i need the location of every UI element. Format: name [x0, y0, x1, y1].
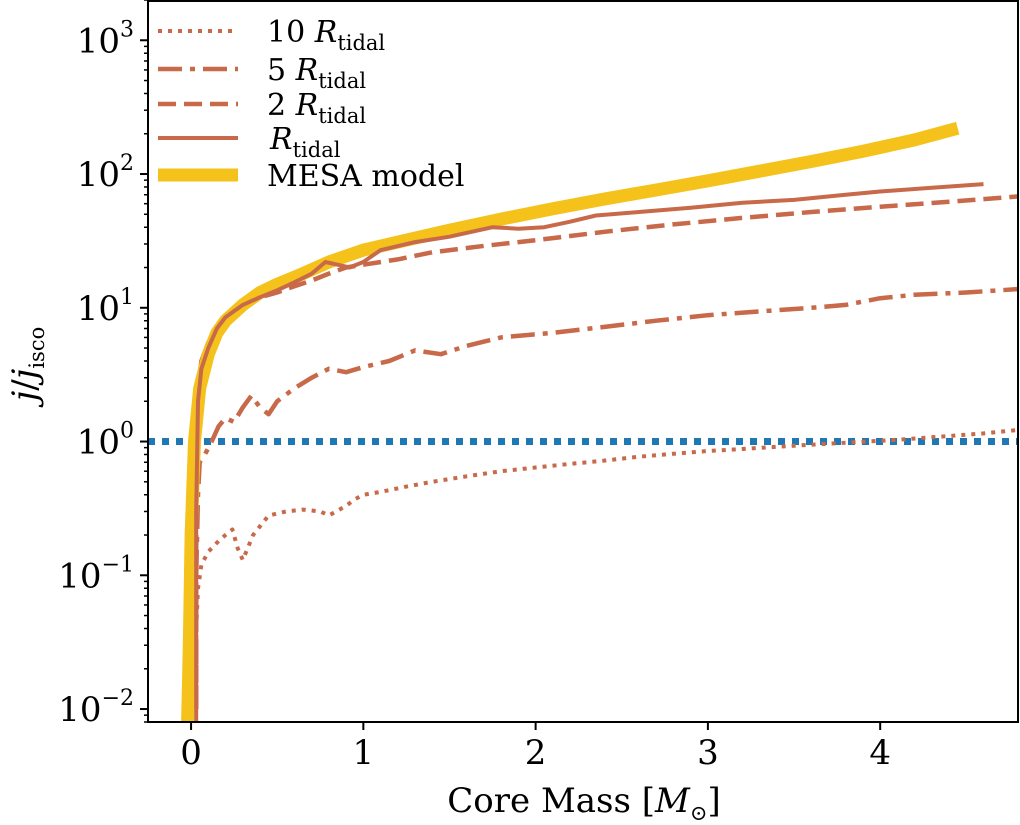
x-tick-label: 1: [353, 733, 375, 773]
y-tick-label: 102: [77, 151, 134, 195]
legend-label-rt: Rtidal: [269, 122, 341, 162]
x-tick-label: 3: [697, 733, 719, 773]
series-rt: [194, 182, 984, 722]
x-axis: 0 1 2 3 4: [180, 722, 891, 773]
legend-label-2rt: 2 Rtidal: [267, 88, 366, 128]
legend-label-mesa: MESA model: [267, 159, 464, 194]
series-mesa: [181, 121, 960, 722]
y-tick-label: 10−1: [58, 552, 134, 596]
y-axis-label: j/jisco: [5, 327, 49, 408]
x-tick-label: 4: [869, 733, 891, 773]
legend-label-10rt: 10 Rtidal: [267, 15, 385, 55]
legend-label-5rt: 5 Rtidal: [267, 53, 366, 93]
y-tick-label: 103: [77, 17, 134, 61]
y-tick-label: 100: [77, 419, 134, 463]
x-axis-label: Core Mass [M⊙]: [447, 781, 720, 825]
y-axis: 10−2 10−1 100 101 102 103: [58, 0, 148, 730]
series-5rt: [193, 286, 1018, 709]
x-tick-label: 2: [525, 733, 547, 773]
series-layer: [181, 121, 1018, 722]
y-tick-label: 101: [77, 285, 134, 329]
x-tick-label: 0: [180, 733, 202, 773]
series-10rt: [194, 428, 1018, 709]
y-tick-label: 10−2: [58, 686, 134, 730]
